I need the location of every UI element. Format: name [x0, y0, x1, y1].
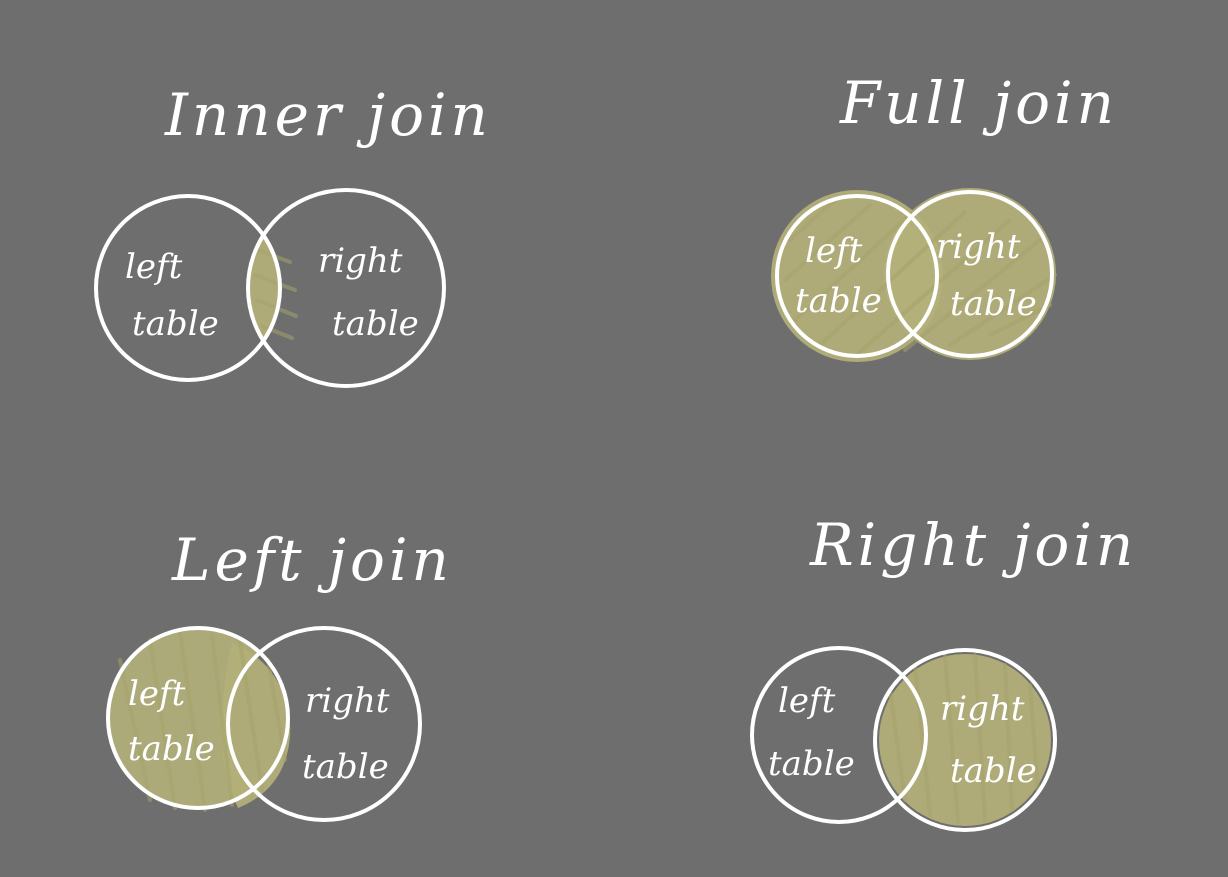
right-join-right-circle — [873, 648, 1057, 832]
right-join-left-label-1: left — [778, 681, 836, 721]
full-join-right-label-1: right — [936, 227, 1021, 267]
inner-join-diagram: Inner join left table right table — [94, 81, 492, 388]
full-join-title: Full join — [839, 69, 1118, 137]
right-join-left-circle — [750, 646, 928, 824]
left-join-left-circle — [106, 626, 290, 810]
right-join-shading — [879, 653, 1051, 826]
full-join-left-label-2: table — [795, 281, 882, 321]
left-join-diagram: Left join left table right table — [104, 526, 453, 822]
full-join-left-label-1: left — [805, 231, 863, 271]
left-join-scribble — [118, 630, 287, 812]
left-join-left-label-2: table — [128, 729, 215, 769]
inner-join-left-label-2: table — [132, 304, 219, 344]
inner-join-left-circle — [94, 194, 282, 382]
right-join-left-label-2: table — [768, 744, 855, 784]
right-join-diagram: Right join left table right table — [750, 511, 1137, 832]
inner-join-right-label-2: table — [332, 304, 419, 344]
right-join-right-label-1: right — [940, 689, 1025, 729]
left-join-title: Left join — [171, 526, 453, 594]
left-join-right-circle — [226, 626, 422, 822]
full-join-diagram: Full join left table right table — [771, 69, 1118, 362]
left-join-right-label-2: table — [302, 747, 389, 787]
inner-join-left-label-1: left — [125, 247, 183, 287]
full-join-left-circle — [775, 194, 939, 358]
left-join-shading — [104, 624, 292, 812]
inner-join-right-label-1: right — [318, 241, 403, 281]
right-join-right-label-2: table — [950, 751, 1037, 791]
left-join-left-label-1: left — [128, 674, 186, 714]
right-join-scribble — [888, 653, 1040, 824]
right-join-title: Right join — [809, 511, 1137, 579]
left-join-right-label-1: right — [305, 681, 390, 721]
inner-join-title: Inner join — [164, 81, 492, 149]
full-join-right-circle — [886, 190, 1054, 358]
inner-join-right-circle — [246, 188, 446, 388]
full-join-right-label-2: table — [950, 284, 1037, 324]
